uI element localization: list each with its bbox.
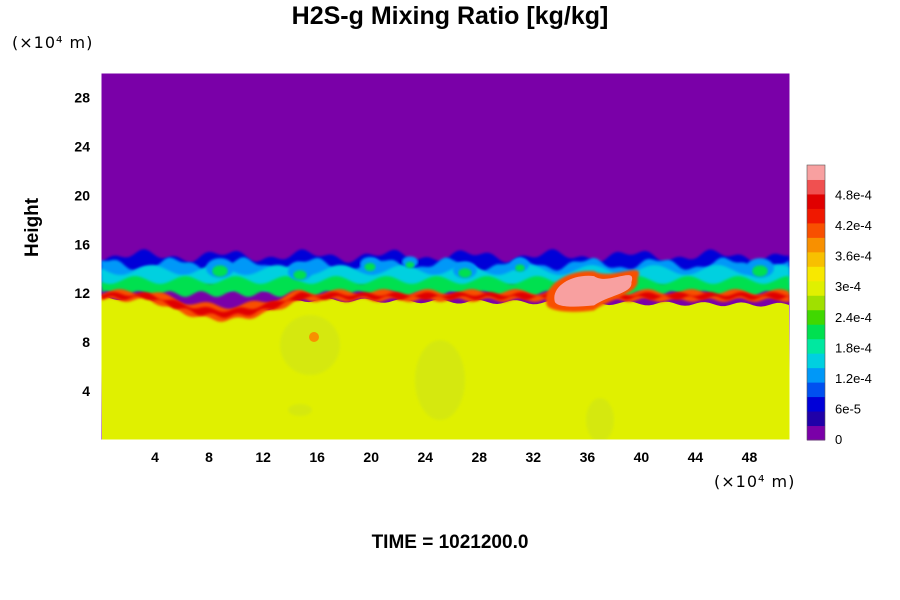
- colorbar-swatch: [807, 309, 825, 325]
- lower-structure: [586, 398, 614, 440]
- x-tick-label: 16: [309, 449, 325, 465]
- colorbar-swatch: [807, 295, 825, 311]
- x-axis-unit: (×10⁴ m): [714, 472, 796, 491]
- x-tick-label: 36: [580, 449, 596, 465]
- colorbar-swatch: [807, 396, 825, 412]
- colorbar-tick-label: 0: [835, 432, 842, 447]
- plume-core: [364, 263, 376, 271]
- colorbar-swatch: [807, 367, 825, 383]
- colorbar-tick-label: 4.8e-4: [835, 188, 872, 203]
- x-tick-label: 20: [363, 449, 379, 465]
- colorbar-swatch: [807, 266, 825, 282]
- y-tick-label: 20: [74, 187, 90, 203]
- colorbar-swatch: [807, 280, 825, 296]
- chart-title: H2S-g Mixing Ratio [kg/kg]: [291, 2, 609, 30]
- x-tick-label: 48: [742, 449, 758, 465]
- colorbar-swatch: [807, 208, 825, 224]
- colorbar-swatch: [807, 324, 825, 340]
- colorbar-swatch: [807, 237, 825, 253]
- lower-structure: [415, 340, 465, 420]
- colorbar-frame: [806, 164, 826, 441]
- x-axis: 4 8 12 16 20 24 28 32 36 40 44 48: [151, 449, 757, 465]
- x-tick-label: 28: [471, 449, 487, 465]
- y-tick-label: 8: [82, 334, 90, 350]
- colorbar-tick-label: 3e-4: [835, 279, 861, 294]
- lower-structure: [288, 404, 312, 416]
- colorbar-tick-label: 1.2e-4: [835, 371, 872, 386]
- lower-structure: [280, 315, 340, 375]
- plume-core: [752, 265, 768, 277]
- y-axis-unit: (×10⁴ m): [12, 33, 94, 52]
- plume-core: [293, 270, 307, 280]
- y-tick-label: 12: [74, 285, 90, 301]
- colorbar-tick-label: 4.2e-4: [835, 218, 872, 233]
- x-tick-label: 32: [526, 449, 542, 465]
- y-axis: 4 8 12 16 20 24 28: [74, 89, 90, 399]
- y-tick-label: 28: [74, 89, 90, 105]
- colorbar: 0 6e-5 1.2e-4 1.8e-4 2.4e-4 3e-4 3.6e-4 4.2e-4 4…: [806, 164, 872, 447]
- plume-core: [405, 261, 415, 269]
- colorbar-swatch: [807, 382, 825, 398]
- colorbar-swatch: [807, 222, 825, 238]
- plume-core: [458, 268, 472, 278]
- y-tick-label: 4: [82, 383, 90, 399]
- colorbar-tick-label: 1.8e-4: [835, 340, 872, 355]
- colorbar-swatch: [807, 251, 825, 267]
- y-tick-label: 16: [74, 236, 90, 252]
- heatmap-field: [101, 73, 790, 440]
- small-blob: [309, 332, 319, 342]
- colorbar-swatch: [807, 165, 825, 180]
- colorbar-swatch: [807, 193, 825, 209]
- colorbar-swatch: [807, 411, 825, 427]
- x-tick-label: 8: [205, 449, 213, 465]
- colorbar-tick-label: 6e-5: [835, 401, 861, 416]
- x-tick-label: 44: [688, 449, 704, 465]
- x-tick-label: 12: [255, 449, 271, 465]
- x-tick-label: 40: [634, 449, 650, 465]
- colorbar-swatch: [807, 425, 825, 441]
- plume-core: [515, 264, 525, 272]
- peak-region: [554, 275, 633, 307]
- x-tick-label: 4: [151, 449, 159, 465]
- colorbar-swatch: [807, 353, 825, 369]
- x-tick-label: 24: [417, 449, 433, 465]
- interface-band-red: [101, 292, 790, 318]
- colorbar-swatch: [807, 179, 825, 195]
- colorbar-tick-label: 2.4e-4: [835, 310, 872, 325]
- time-label: TIME = 1021200.0: [371, 532, 529, 553]
- colorbar-tick-label: 3.6e-4: [835, 249, 872, 264]
- colorbar-swatch: [807, 338, 825, 354]
- y-tick-label: 24: [74, 138, 90, 154]
- plume-core: [212, 265, 228, 277]
